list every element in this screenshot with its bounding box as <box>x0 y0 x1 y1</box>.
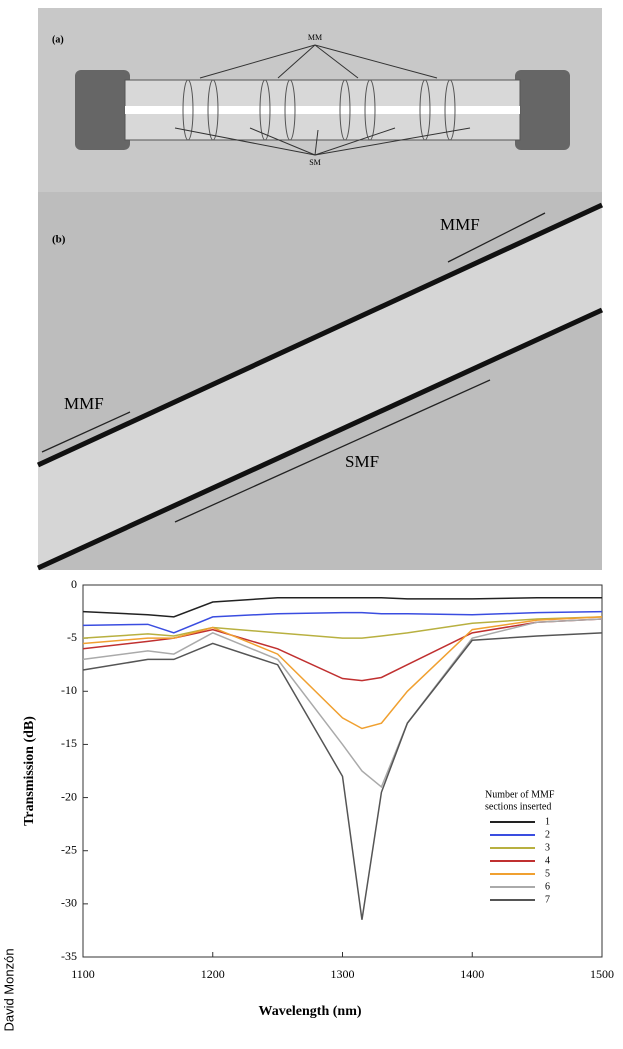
panel-label: (b) <box>52 234 66 246</box>
y-tick-label: 0 <box>71 577 77 591</box>
series-line <box>82 610 603 634</box>
x-tick-label: 1500 <box>590 967 614 981</box>
x-tick-label: 1100 <box>71 967 95 981</box>
series-line <box>82 597 602 618</box>
annotation: SM <box>309 158 321 167</box>
annotation: MM <box>308 33 322 42</box>
y-tick-label: -30 <box>61 896 77 910</box>
annotation: MMF <box>64 394 104 413</box>
x-tick-label: 1400 <box>460 967 484 981</box>
series-line <box>82 616 603 639</box>
annotation: SMF <box>345 452 379 471</box>
y-tick-label: -35 <box>61 949 77 963</box>
y-tick-label: -5 <box>67 630 77 644</box>
y-tick-label: -20 <box>61 789 77 803</box>
legend-label: 6 <box>545 881 550 892</box>
connector <box>515 70 570 150</box>
fiber-edge <box>36 202 604 468</box>
x-axis-label: Wavelength (nm) <box>258 1004 361 1019</box>
splices <box>182 79 456 141</box>
y-tick-label: -15 <box>61 736 77 750</box>
fiber-image <box>38 205 602 570</box>
legend-label: 4 <box>545 855 550 866</box>
arrows <box>41 212 546 523</box>
legend-label: 2 <box>545 829 550 840</box>
credit: David Monzón <box>1 948 16 1031</box>
x-tick-label: 1200 <box>201 967 225 981</box>
legend-title: Number of MMF <box>485 789 555 800</box>
y-axis-label: Transmission (dB) <box>22 716 37 826</box>
pointer-lines <box>174 44 471 156</box>
plot-area <box>82 584 603 958</box>
legend-title: sections inserted <box>485 801 551 812</box>
legend-label: 7 <box>545 894 550 905</box>
y-tick-label: -10 <box>61 683 77 697</box>
panel-label: (a) <box>52 34 64 45</box>
legend-label: 1 <box>545 816 550 827</box>
connector <box>75 70 130 150</box>
series-line <box>82 618 603 789</box>
panel-a: (a) MM SM <box>38 8 602 192</box>
fiber-edge <box>36 307 604 571</box>
annotation: MMF <box>440 215 480 234</box>
legend-label: 3 <box>545 842 550 853</box>
series-line <box>82 616 603 730</box>
panel-b: (b) MMF MMF SMF <box>36 192 604 571</box>
y-tick-label: -25 <box>61 842 77 856</box>
legend-label: 5 <box>545 868 550 879</box>
series-line <box>82 632 603 920</box>
x-tick-label: 1300 <box>331 967 355 981</box>
